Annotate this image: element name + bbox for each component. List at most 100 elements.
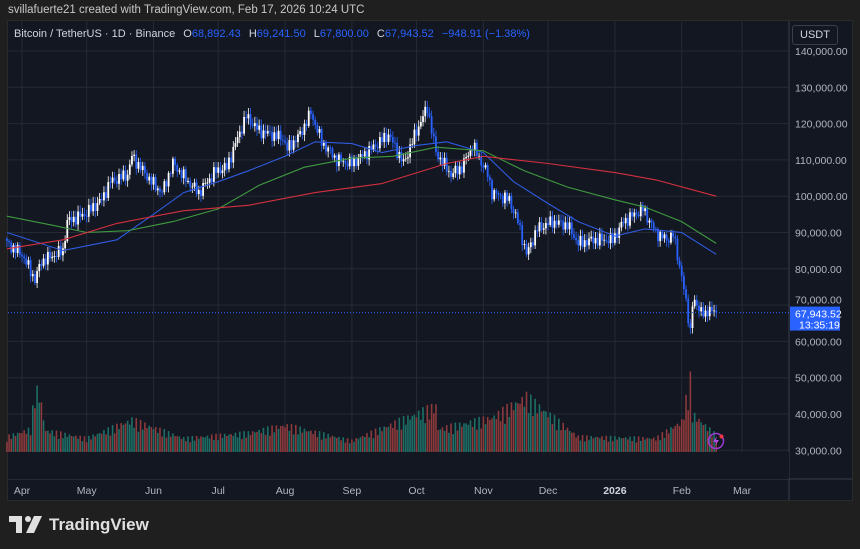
- time-tick-label: May: [77, 485, 98, 497]
- volume-bar: [103, 429, 105, 452]
- candle-body: [711, 306, 713, 311]
- candle-body: [230, 157, 233, 163]
- candle-body: [614, 233, 616, 243]
- candle-body: [374, 144, 377, 147]
- volume-bar: [482, 416, 485, 452]
- time-tick-label: Feb: [673, 485, 691, 497]
- candle-body: [622, 221, 625, 224]
- candle-body: [432, 133, 435, 137]
- volume-bar: [404, 424, 407, 452]
- volume-bar: [659, 440, 661, 452]
- moving-average-line-2: [6, 146, 717, 244]
- candle-body: [25, 258, 28, 265]
- price-tick-label: 90,000.00: [795, 228, 842, 240]
- candle-body: [603, 239, 606, 241]
- candle-body: [277, 130, 280, 140]
- volume-bar: [698, 418, 700, 452]
- currency-selector[interactable]: USDT: [792, 25, 838, 45]
- candle-body: [372, 144, 375, 150]
- candle-body: [42, 258, 45, 266]
- candle-body: [704, 310, 707, 317]
- candle-body: [325, 142, 327, 152]
- candle-body: [663, 234, 666, 239]
- volume-bar: [497, 410, 500, 452]
- candle-body: [197, 190, 200, 195]
- candle-body: [331, 148, 334, 158]
- candle-body: [633, 212, 636, 217]
- volume-bar: [486, 416, 489, 452]
- volume-bar: [251, 431, 254, 452]
- volume-bar: [163, 429, 166, 452]
- volume-bar: [517, 403, 519, 452]
- candle-body: [370, 146, 373, 150]
- volume-bar: [445, 425, 448, 452]
- candle-body: [488, 176, 491, 181]
- volume-bar: [650, 439, 653, 452]
- candle-body: [103, 192, 105, 201]
- volume-bar: [577, 435, 580, 452]
- candle-body: [465, 157, 468, 159]
- candle-body: [389, 134, 392, 138]
- candle-body: [590, 236, 593, 239]
- volume-bar: [320, 439, 323, 452]
- volume-bar: [527, 412, 530, 452]
- volume-bar: [534, 398, 536, 452]
- volume-bar: [193, 440, 196, 452]
- candle-body: [525, 244, 528, 255]
- volume-bar: [277, 428, 280, 452]
- candle-body: [299, 131, 302, 135]
- candle-body: [141, 165, 144, 171]
- volume-bar: [167, 431, 170, 452]
- volume-bar: [243, 431, 245, 452]
- candle-body: [568, 222, 571, 230]
- candle-body: [532, 242, 534, 246]
- candle-body: [109, 182, 112, 183]
- candle-body: [695, 299, 698, 306]
- volume-bar: [366, 433, 368, 452]
- candle-body: [271, 131, 273, 141]
- candle-body: [184, 169, 187, 182]
- volume-bar: [215, 433, 217, 452]
- candle-body: [152, 176, 155, 185]
- candle-body: [159, 188, 161, 192]
- volume-bar: [579, 440, 582, 452]
- candle-body: [120, 174, 123, 180]
- candle-body: [59, 245, 62, 256]
- volume-bar: [400, 429, 403, 452]
- volume-bar: [596, 437, 599, 452]
- volume-bar: [568, 430, 571, 452]
- candle-body: [40, 263, 43, 266]
- candle-body: [273, 132, 276, 141]
- time-tick-label: 2026: [603, 485, 627, 497]
- volume-bar: [247, 431, 250, 452]
- volume-bar: [338, 436, 340, 452]
- candle-body: [236, 137, 239, 144]
- volume-bar: [594, 437, 597, 452]
- volume-bar: [672, 428, 674, 452]
- candle-body: [639, 205, 642, 217]
- volume-bar: [139, 419, 142, 452]
- candle-body: [575, 237, 577, 241]
- volume-bar: [301, 432, 304, 452]
- volume-bar: [228, 434, 230, 452]
- volume-bar: [521, 396, 523, 452]
- volume-bar: [607, 441, 610, 452]
- candle-body: [497, 193, 500, 195]
- volume-bar: [506, 403, 508, 452]
- volume-bar: [90, 439, 92, 452]
- volume-bar: [118, 429, 120, 452]
- volume-bar: [586, 435, 588, 452]
- candle-body: [243, 116, 245, 134]
- volume-bar: [81, 441, 84, 452]
- candle-body: [708, 306, 711, 317]
- volume-bar: [27, 427, 30, 452]
- volume-bar: [538, 404, 541, 452]
- candle-body: [215, 167, 217, 173]
- volume-bar: [295, 424, 297, 452]
- price-tick-label: 80,000.00: [795, 264, 842, 276]
- candle-body: [292, 140, 295, 150]
- volume-bar: [206, 435, 209, 452]
- chart-credit: svillafuerte21 created with TradingView.…: [8, 4, 365, 16]
- volume-bar: [98, 433, 101, 452]
